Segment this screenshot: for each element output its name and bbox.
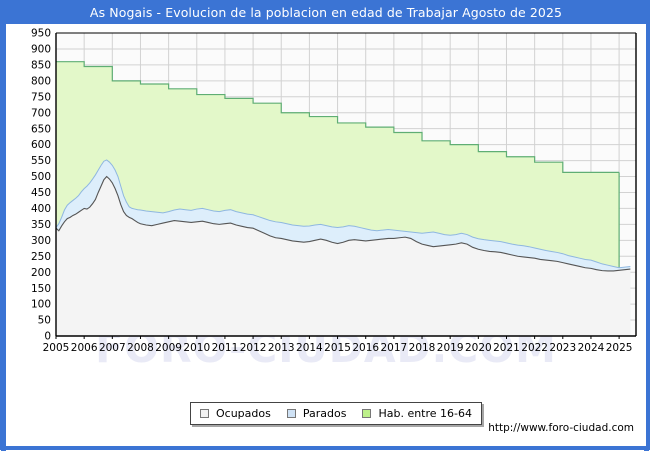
legend-swatch-habitantes bbox=[362, 409, 372, 418]
legend-label-parados: Parados bbox=[302, 407, 347, 420]
svg-text:500: 500 bbox=[31, 171, 51, 183]
svg-text:350: 350 bbox=[31, 219, 51, 231]
svg-text:100: 100 bbox=[31, 299, 51, 311]
svg-text:200: 200 bbox=[31, 267, 51, 279]
legend-item-ocupados[interactable]: Ocupados bbox=[200, 407, 271, 420]
svg-text:2009: 2009 bbox=[155, 342, 182, 354]
svg-text:450: 450 bbox=[31, 187, 51, 199]
svg-text:750: 750 bbox=[31, 91, 51, 103]
svg-text:600: 600 bbox=[31, 139, 51, 151]
population-chart: 0 50 100 150 200 250 300 350 400 450 500 550 600 650 7… bbox=[31, 28, 637, 354]
svg-text:300: 300 bbox=[31, 235, 51, 247]
svg-text:900: 900 bbox=[31, 44, 51, 56]
svg-text:2008: 2008 bbox=[127, 342, 154, 354]
svg-text:2015: 2015 bbox=[324, 342, 351, 354]
svg-text:150: 150 bbox=[31, 283, 51, 295]
source-url: http://www.foro-ciudad.com bbox=[488, 422, 634, 434]
page-title: As Nogais - Evolucion de la poblacion en… bbox=[89, 5, 563, 20]
legend-item-habitantes[interactable]: Hab. entre 16-64 bbox=[362, 407, 472, 420]
svg-text:2023: 2023 bbox=[549, 342, 576, 354]
svg-text:2016: 2016 bbox=[352, 342, 379, 354]
window-left-border bbox=[1, 24, 6, 451]
svg-text:800: 800 bbox=[31, 75, 51, 87]
svg-text:2018: 2018 bbox=[409, 342, 436, 354]
svg-text:2005: 2005 bbox=[43, 342, 70, 354]
svg-text:2020: 2020 bbox=[465, 342, 492, 354]
svg-text:700: 700 bbox=[31, 107, 51, 119]
svg-text:400: 400 bbox=[31, 203, 51, 215]
legend-label-ocupados: Ocupados bbox=[216, 407, 271, 420]
svg-text:2012: 2012 bbox=[240, 342, 267, 354]
svg-text:2025: 2025 bbox=[606, 342, 633, 354]
legend-swatch-parados bbox=[286, 409, 296, 418]
legend-item-parados[interactable]: Parados bbox=[286, 407, 347, 420]
svg-text:0: 0 bbox=[44, 331, 51, 343]
window-title-bar: As Nogais - Evolucion de la poblacion en… bbox=[1, 1, 650, 24]
legend-label-habitantes: Hab. entre 16-64 bbox=[378, 407, 473, 420]
legend-swatch-ocupados bbox=[200, 409, 209, 418]
svg-text:2006: 2006 bbox=[71, 342, 98, 354]
svg-text:550: 550 bbox=[31, 155, 51, 167]
svg-text:2013: 2013 bbox=[268, 342, 295, 354]
svg-text:2017: 2017 bbox=[380, 342, 407, 354]
svg-text:2014: 2014 bbox=[296, 342, 323, 354]
window-bottom-border bbox=[1, 444, 650, 449]
svg-text:2019: 2019 bbox=[437, 342, 464, 354]
svg-text:950: 950 bbox=[31, 28, 51, 40]
window-right-border bbox=[644, 24, 649, 451]
svg-text:2011: 2011 bbox=[212, 342, 239, 354]
svg-text:2010: 2010 bbox=[183, 342, 210, 354]
svg-text:2024: 2024 bbox=[578, 342, 605, 354]
svg-text:2021: 2021 bbox=[493, 342, 520, 354]
svg-text:250: 250 bbox=[31, 251, 51, 263]
svg-text:50: 50 bbox=[38, 315, 51, 327]
chart-canvas: FORO-CIUDAD.COM 0 50 100 150 200 250 300 350 400… bbox=[6, 24, 646, 446]
svg-text:650: 650 bbox=[31, 123, 51, 135]
svg-text:2007: 2007 bbox=[99, 342, 126, 354]
svg-text:2022: 2022 bbox=[521, 342, 548, 354]
svg-text:850: 850 bbox=[31, 59, 51, 71]
chart-legend: Ocupados Parados Hab. entre 16-64 bbox=[190, 402, 483, 425]
